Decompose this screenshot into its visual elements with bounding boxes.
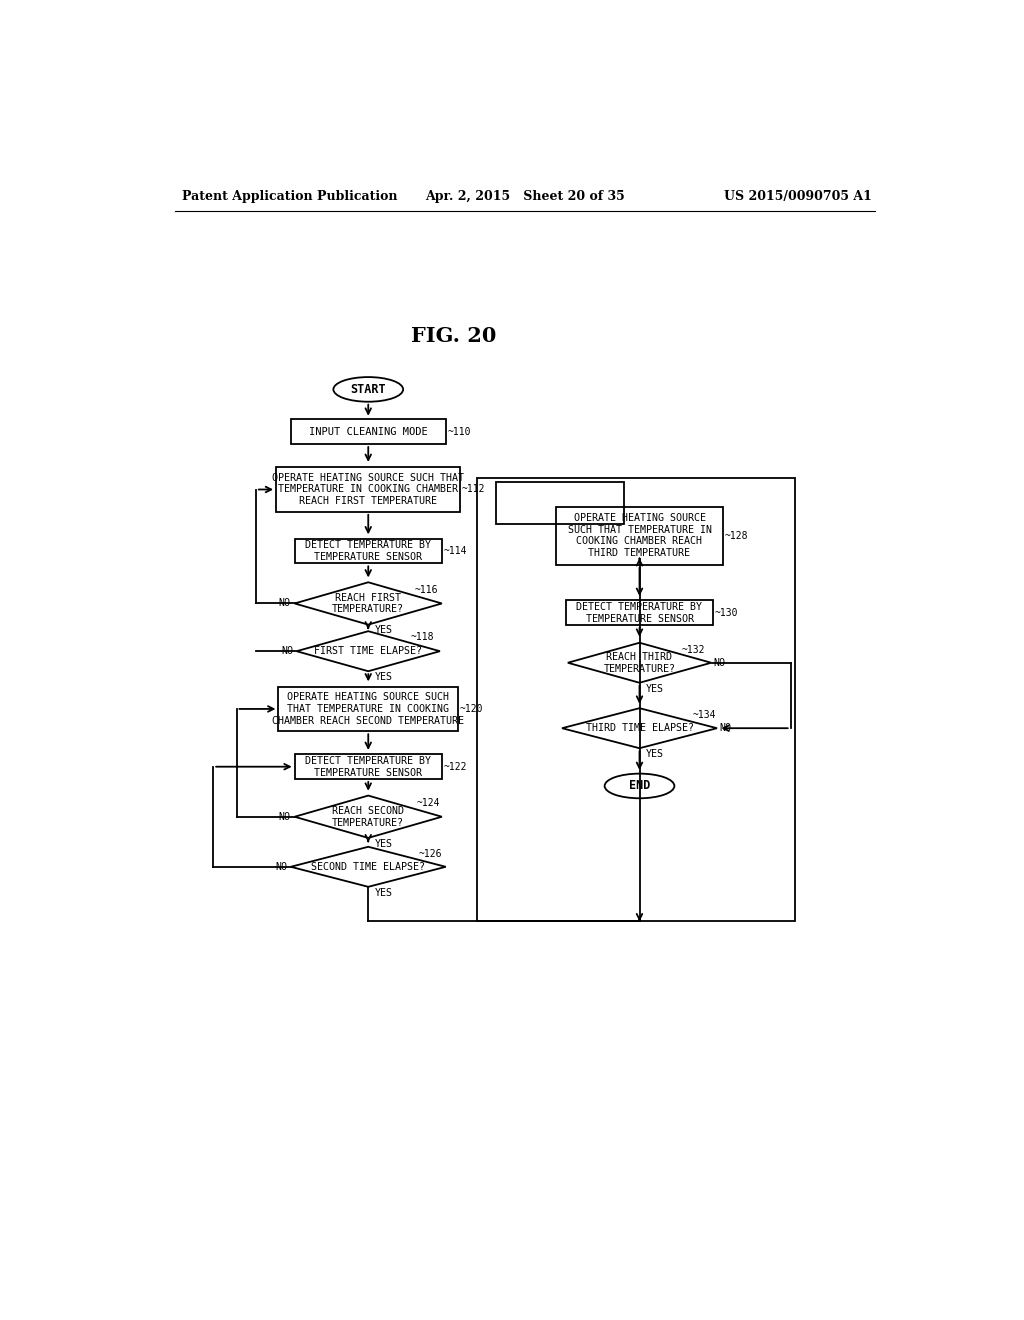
Text: REACH SECOND
TEMPERATURE?: REACH SECOND TEMPERATURE? (332, 807, 404, 828)
Text: DETECT TEMPERATURE BY
TEMPERATURE SENSOR: DETECT TEMPERATURE BY TEMPERATURE SENSOR (305, 756, 431, 777)
Bar (566, 601, 713, 626)
Text: Apr. 2, 2015   Sheet 20 of 35: Apr. 2, 2015 Sheet 20 of 35 (425, 190, 625, 203)
Bar (556, 507, 723, 565)
Text: YES: YES (375, 838, 392, 849)
Text: ~124: ~124 (417, 797, 439, 808)
Text: SECOND TIME ELAPSE?: SECOND TIME ELAPSE? (311, 862, 425, 871)
Bar (477, 478, 795, 921)
Bar (291, 420, 445, 444)
Text: START: START (350, 383, 386, 396)
Text: YES: YES (375, 626, 392, 635)
Text: OPERATE HEATING SOURCE
SUCH THAT TEMPERATURE IN
COOKING CHAMBER REACH
THIRD TEMP: OPERATE HEATING SOURCE SUCH THAT TEMPERA… (567, 513, 712, 558)
Text: END: END (629, 779, 650, 792)
Text: NO: NO (274, 862, 287, 871)
Text: US 2015/0090705 A1: US 2015/0090705 A1 (724, 190, 872, 203)
Text: ~130: ~130 (715, 607, 738, 618)
Text: THIRD TIME ELAPSE?: THIRD TIME ELAPSE? (586, 723, 693, 733)
Text: INPUT CLEANING MODE: INPUT CLEANING MODE (309, 426, 428, 437)
Text: Patent Application Publication: Patent Application Publication (182, 190, 397, 203)
Text: NO: NO (279, 598, 291, 609)
Text: OPERATE HEATING SOURCE SUCH
THAT TEMPERATURE IN COOKING
CHAMBER REACH SECOND TEM: OPERATE HEATING SOURCE SUCH THAT TEMPERA… (272, 693, 464, 726)
Text: NO: NO (719, 723, 731, 733)
Text: DETECT TEMPERATURE BY
TEMPERATURE SENSOR: DETECT TEMPERATURE BY TEMPERATURE SENSOR (305, 540, 431, 562)
Bar (276, 467, 461, 512)
Text: FIG. 20: FIG. 20 (411, 326, 497, 346)
Text: REACH FIRST
TEMPERATURE?: REACH FIRST TEMPERATURE? (332, 593, 404, 614)
Bar (295, 539, 442, 564)
Bar (496, 482, 624, 524)
Text: ~128: ~128 (725, 531, 749, 541)
Text: ~132: ~132 (682, 644, 706, 655)
Text: NO: NO (713, 657, 725, 668)
Bar (279, 686, 458, 731)
Text: YES: YES (375, 672, 392, 682)
Text: NO: NO (281, 647, 293, 656)
Text: NO: NO (279, 812, 291, 822)
Text: YES: YES (646, 750, 664, 759)
Text: YES: YES (375, 888, 392, 898)
Text: ~120: ~120 (460, 704, 483, 714)
Text: ~116: ~116 (415, 585, 438, 594)
Text: FIRST TIME ELAPSE?: FIRST TIME ELAPSE? (314, 647, 422, 656)
Text: ~114: ~114 (443, 546, 467, 556)
Text: ~134: ~134 (692, 710, 716, 721)
Text: DETECT TEMPERATURE BY
TEMPERATURE SENSOR: DETECT TEMPERATURE BY TEMPERATURE SENSOR (577, 602, 702, 623)
Text: ~126: ~126 (419, 849, 442, 859)
Text: YES: YES (646, 684, 664, 694)
Text: ~118: ~118 (411, 632, 434, 643)
Text: OPERATE HEATING SOURCE SUCH THAT
TEMPERATURE IN COOKING CHAMBER
REACH FIRST TEMP: OPERATE HEATING SOURCE SUCH THAT TEMPERA… (272, 473, 464, 506)
Text: ~122: ~122 (443, 762, 467, 772)
Text: REACH THIRD
TEMPERATURE?: REACH THIRD TEMPERATURE? (603, 652, 676, 673)
Text: ~110: ~110 (449, 426, 472, 437)
Text: ~112: ~112 (462, 484, 485, 495)
Bar (295, 755, 442, 779)
